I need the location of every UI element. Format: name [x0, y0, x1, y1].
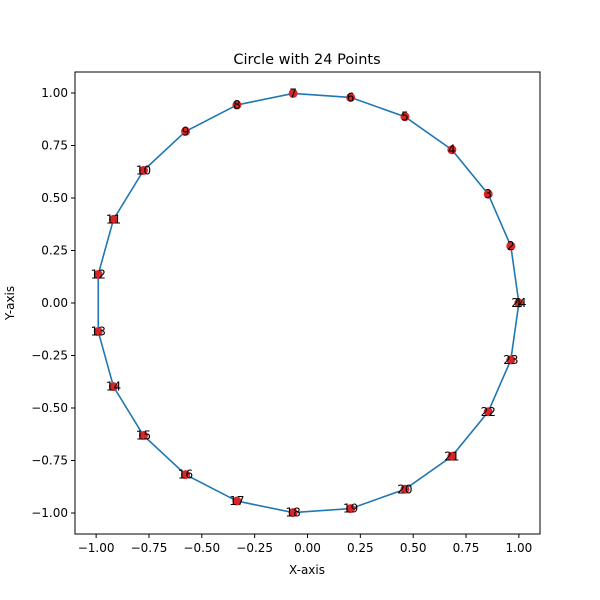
- point-label: 21: [444, 449, 459, 463]
- y-tick-label: −1.00: [31, 506, 68, 520]
- x-axis: −1.00 −0.75 −0.50 −0.25 0.00 0.25 0.50 0.75 1.00: [78, 534, 532, 555]
- y-tick-label: 0.00: [41, 296, 68, 310]
- data-point: [514, 298, 524, 308]
- point-label: 11: [106, 212, 121, 226]
- point-label: 2: [507, 239, 515, 253]
- point-label: 10: [136, 163, 151, 177]
- y-axis-title: Y-axis: [3, 286, 17, 321]
- data-point: [346, 92, 356, 102]
- data-point: [181, 470, 191, 480]
- data-point: [288, 88, 298, 98]
- data-point: [108, 382, 118, 392]
- x-tick-label: 0.00: [294, 541, 321, 555]
- point-label: 12: [91, 267, 106, 281]
- data-point: [138, 431, 148, 441]
- x-tick-label: 0.75: [453, 541, 480, 555]
- x-tick-label: −1.00: [78, 541, 115, 555]
- point-label: 13: [91, 325, 106, 339]
- data-point: [346, 504, 356, 514]
- point-label: 14: [106, 380, 121, 394]
- y-tick-label: −0.25: [31, 349, 68, 363]
- x-tick-label: 1.00: [506, 541, 533, 555]
- point-label: 7: [289, 86, 297, 100]
- data-point: [483, 407, 493, 417]
- y-tick-label: −0.50: [31, 401, 68, 415]
- x-tick-label: 0.25: [347, 541, 374, 555]
- data-point: [506, 355, 516, 365]
- x-axis-title: X-axis: [289, 563, 325, 577]
- x-tick-label: 0.50: [400, 541, 427, 555]
- circle-series-line: [97, 92, 520, 514]
- data-point: [108, 214, 118, 224]
- data-point: [181, 126, 191, 136]
- x-tick-label: −0.75: [131, 541, 168, 555]
- chart-title: Circle with 24 Points: [233, 52, 380, 68]
- point-label: 23: [503, 353, 518, 367]
- data-point: [483, 189, 493, 199]
- plot-frame: [74, 71, 541, 535]
- data-point: [93, 269, 103, 279]
- point-label: 24: [511, 296, 526, 310]
- point-label: 19: [343, 502, 358, 516]
- point-label: 15: [136, 429, 151, 443]
- point-label: 4: [448, 143, 456, 157]
- point-label: 3: [484, 187, 492, 201]
- data-point: [400, 112, 410, 122]
- data-point: [138, 165, 148, 175]
- data-point: [288, 508, 298, 518]
- y-tick-label: 0.75: [41, 139, 68, 153]
- data-point: [506, 241, 516, 251]
- point-label: 8: [233, 98, 241, 112]
- data-point: [447, 145, 457, 155]
- y-tick-label: 0.50: [41, 191, 68, 205]
- data-point: [400, 484, 410, 494]
- point-label: 22: [481, 405, 496, 419]
- data-point: [447, 451, 457, 461]
- data-point: [232, 100, 242, 110]
- point-label: 16: [178, 468, 193, 482]
- data-point: [232, 496, 242, 506]
- point-label: 18: [285, 506, 300, 520]
- y-tick-label: 0.25: [41, 244, 68, 258]
- y-tick-label: −0.75: [31, 454, 68, 468]
- x-tick-label: −0.50: [183, 541, 220, 555]
- point-label: 5: [401, 110, 409, 124]
- y-tick-label: 1.00: [41, 86, 68, 100]
- point-label: 9: [182, 124, 190, 138]
- point-label: 17: [229, 494, 244, 508]
- x-tick-label: −0.25: [236, 541, 273, 555]
- y-axis: −1.00 −0.75 −0.50 −0.25 0.00 0.25 0.50 0.75 1.00: [31, 86, 75, 520]
- point-label: 1: [515, 296, 523, 310]
- data-point: [93, 327, 103, 337]
- point-label: 20: [397, 482, 412, 496]
- point-label: 6: [347, 90, 355, 104]
